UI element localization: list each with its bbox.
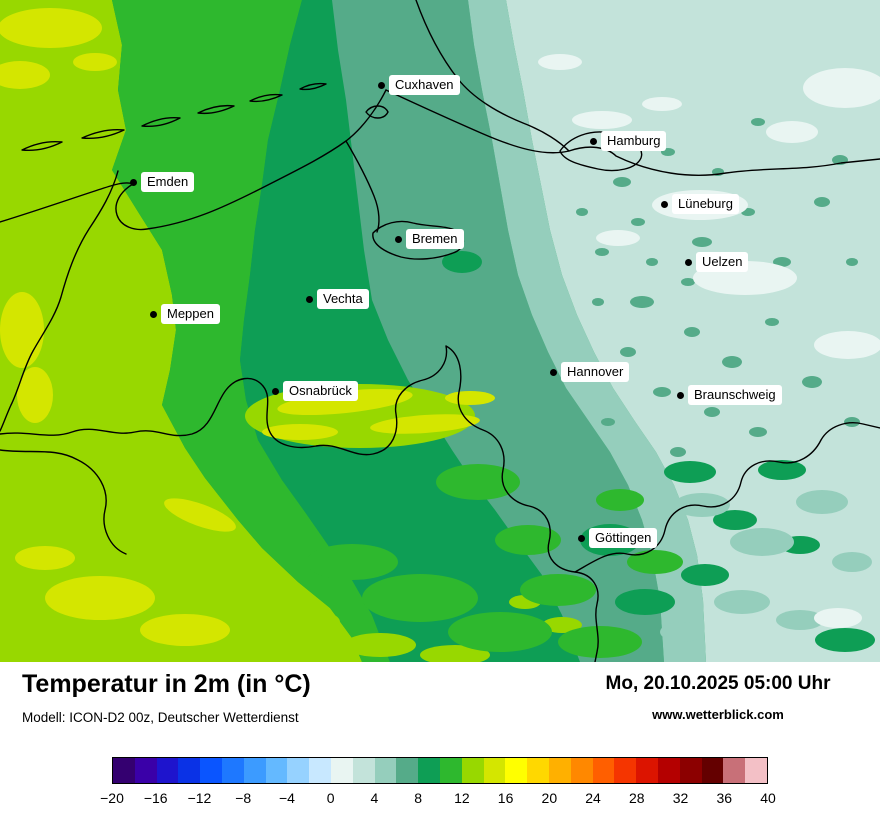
bright-warm-patches	[0, 8, 495, 646]
legend-tick-label: 28	[629, 790, 645, 806]
legend-segment	[265, 758, 288, 783]
legend-segment	[221, 758, 244, 783]
legend-segment	[374, 758, 397, 783]
legend-bar	[112, 757, 768, 784]
legend-segment	[505, 758, 528, 783]
legend-tick-label: 36	[716, 790, 733, 806]
model-info: Modell: ICON-D2 00z, Deutscher Wetterdie…	[22, 710, 299, 725]
legend-segment	[156, 758, 179, 783]
legend-tick-label: 4	[370, 790, 379, 806]
legend-segment	[723, 758, 746, 783]
legend-segment	[679, 758, 702, 783]
legend-tick-label: −8	[235, 790, 252, 806]
legend-segment	[483, 758, 506, 783]
legend-segment	[570, 758, 593, 783]
legend-tick-label: −12	[187, 790, 212, 806]
legend-segment	[614, 758, 637, 783]
legend-tick-label: 0	[326, 790, 335, 806]
legend-segment	[113, 758, 135, 783]
legend-segment	[701, 758, 724, 783]
legend-segment	[636, 758, 658, 783]
legend-segment	[439, 758, 462, 783]
legend-tick-label: 12	[454, 790, 470, 806]
legend-tick-label: 40	[760, 790, 776, 806]
datetime-block: Mo, 20.10.2025 05:00 Uhr www.wetterblick…	[568, 673, 868, 722]
legend-segment	[657, 758, 680, 783]
legend-ticks: −20 −16 −12 −8 −4 0 4 8 12 16 20 24 28 32 36 40	[100, 790, 776, 810]
legend-segment	[418, 758, 440, 783]
legend-segment	[178, 758, 201, 783]
teal-speckles	[576, 118, 860, 457]
temperature-zones	[0, 0, 880, 662]
page-title: Temperatur in 2m (in °C)	[22, 670, 311, 698]
legend-tick-label: 24	[585, 790, 601, 806]
legend-tick-label: −20	[100, 790, 124, 806]
teal-patches	[660, 490, 872, 642]
weather-map: Cuxhaven Hamburg Emden Lüneburg Bremen Uelzen…	[0, 0, 880, 662]
info-panel: Temperatur in 2m (in °C) Modell: ICON-D2…	[0, 662, 880, 830]
legend-segment	[592, 758, 615, 783]
legend-tick-label: −16	[143, 790, 168, 806]
legend-segment	[548, 758, 571, 783]
legend-segment	[200, 758, 222, 783]
green-patches	[306, 464, 683, 658]
website-credit: www.wetterblick.com	[652, 707, 784, 722]
legend-segment	[396, 758, 419, 783]
legend-segment	[461, 758, 484, 783]
legend-segment	[330, 758, 353, 783]
forecast-datetime: Mo, 20.10.2025 05:00 Uhr	[605, 673, 831, 694]
legend-segment	[243, 758, 266, 783]
legend-segment	[527, 758, 549, 783]
legend-tick-label: 8	[414, 790, 423, 806]
legend-tick-label: −4	[278, 790, 295, 806]
legend-segment	[309, 758, 331, 783]
legend-tick-label: 32	[672, 790, 689, 806]
legend-tick-label: 20	[541, 790, 558, 806]
temperature-layer	[0, 0, 880, 662]
legend-segment	[134, 758, 157, 783]
legend-tick-label: 16	[497, 790, 514, 806]
legend-segment	[745, 758, 767, 783]
legend-segment	[287, 758, 310, 783]
legend-segment	[352, 758, 375, 783]
